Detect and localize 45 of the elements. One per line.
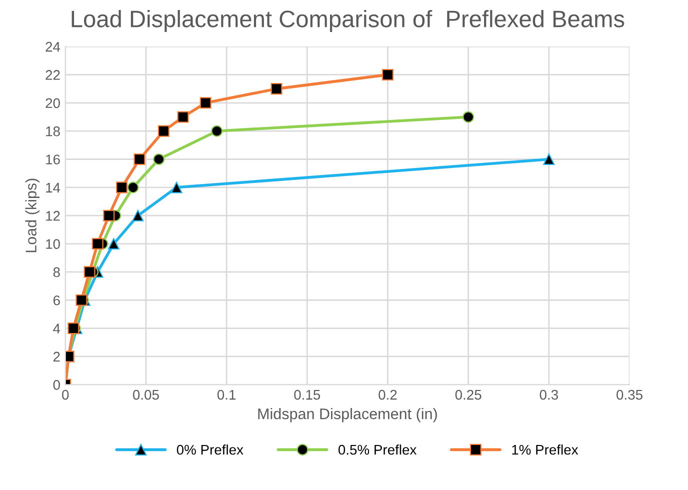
point xyxy=(543,153,555,166)
point xyxy=(382,68,394,80)
legend-label: 0.5% Preflex xyxy=(338,444,417,455)
y-tick-label: 16 xyxy=(46,154,60,164)
y-tick-label: 12 xyxy=(46,210,60,221)
x-tick-label: 0 xyxy=(62,390,69,400)
point xyxy=(84,266,96,278)
y-tick-label: 22 xyxy=(46,70,60,80)
point xyxy=(153,153,165,166)
point xyxy=(132,210,144,222)
y-tick-label: 2 xyxy=(53,352,60,362)
point xyxy=(158,125,170,137)
point xyxy=(116,182,128,194)
point xyxy=(92,238,104,250)
point xyxy=(211,125,223,137)
legend-label: 1% Preflex xyxy=(512,444,578,455)
point xyxy=(177,111,189,123)
point xyxy=(270,83,282,95)
y-tick-label: 6 xyxy=(53,295,60,306)
y-axis-title: Load (kips) xyxy=(25,178,40,252)
point xyxy=(108,238,120,250)
y-tick-label: 20 xyxy=(46,98,60,108)
x-tick-label: 0.15 xyxy=(294,390,320,400)
y-tick-label: 24 xyxy=(46,42,60,52)
y-tick-label: 14 xyxy=(46,182,60,192)
x-tick-label: 0.25 xyxy=(455,390,482,400)
point xyxy=(134,153,146,166)
x-tick-label: 0.3 xyxy=(540,390,558,400)
point xyxy=(127,182,139,194)
y-tick-label: 18 xyxy=(46,126,60,136)
point xyxy=(462,111,474,123)
y-tick-label: 10 xyxy=(46,239,60,249)
legend-label: 0% Preflex xyxy=(176,444,244,455)
y-tick-label: 8 xyxy=(53,267,60,278)
x-tick-label: 0.05 xyxy=(132,390,159,400)
y-tick-label: 4 xyxy=(53,324,60,334)
x-tick-label: 0.35 xyxy=(616,390,642,400)
x-axis-title: Midspan Displacement (in) xyxy=(258,408,437,422)
point xyxy=(170,182,182,194)
x-tick-label: 0.2 xyxy=(378,390,397,400)
x-tick-label: 0.1 xyxy=(217,390,236,400)
point xyxy=(103,210,115,222)
y-tick-label: 0 xyxy=(53,380,60,390)
chart-title: Load Displacement Comparison of Preflexed Beams xyxy=(72,10,624,32)
point xyxy=(200,97,212,109)
